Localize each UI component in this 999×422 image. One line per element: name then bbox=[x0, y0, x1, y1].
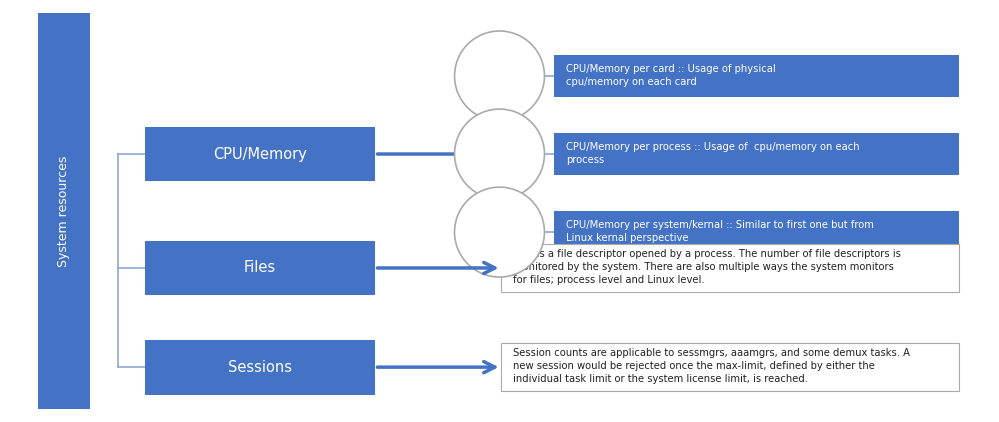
FancyBboxPatch shape bbox=[145, 241, 375, 295]
FancyBboxPatch shape bbox=[145, 127, 375, 181]
Text: Sessions: Sessions bbox=[228, 360, 292, 375]
Ellipse shape bbox=[455, 31, 544, 121]
FancyBboxPatch shape bbox=[554, 55, 959, 97]
Ellipse shape bbox=[455, 109, 544, 199]
Text: System resources: System resources bbox=[57, 155, 71, 267]
FancyBboxPatch shape bbox=[501, 244, 959, 292]
Text: CPU/Memory per system/kernal :: Similar to first one but from
Linux kernal persp: CPU/Memory per system/kernal :: Similar … bbox=[566, 220, 874, 243]
Ellipse shape bbox=[455, 187, 544, 277]
Text: CPU/Memory: CPU/Memory bbox=[213, 146, 307, 162]
FancyBboxPatch shape bbox=[38, 13, 90, 409]
FancyBboxPatch shape bbox=[554, 133, 959, 175]
Text: CPU/Memory per process :: Usage of  cpu/memory on each
process: CPU/Memory per process :: Usage of cpu/m… bbox=[566, 142, 860, 165]
Text: This is a file descriptor opened by a process. The number of file descriptors is: This is a file descriptor opened by a pr… bbox=[513, 249, 901, 284]
FancyBboxPatch shape bbox=[145, 340, 375, 395]
Text: CPU/Memory per card :: Usage of physical
cpu/memory on each card: CPU/Memory per card :: Usage of physical… bbox=[566, 64, 776, 87]
FancyBboxPatch shape bbox=[554, 211, 959, 253]
Text: Session counts are applicable to sessmgrs, aaamgrs, and some demux tasks. A
new : Session counts are applicable to sessmgr… bbox=[513, 348, 910, 384]
Text: Files: Files bbox=[244, 260, 276, 276]
FancyBboxPatch shape bbox=[501, 343, 959, 392]
